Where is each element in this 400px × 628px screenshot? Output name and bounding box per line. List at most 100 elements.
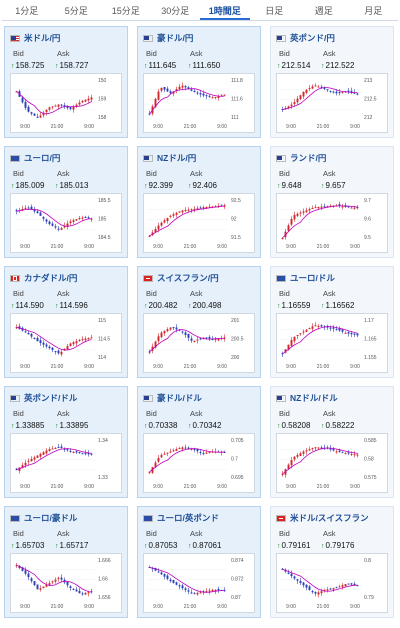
y-tick-label: 111.8 xyxy=(231,78,243,84)
ask-label: Ask xyxy=(57,49,70,58)
currency-card[interactable]: ユーロ/ドル Bid Ask ↑1.16559 ↑1.16562 1.17 1.165 1.1… xyxy=(270,266,394,378)
candle-body xyxy=(157,91,160,100)
currency-card[interactable]: 英ポンド/ドル Bid Ask ↑1.33885 ↑1.33895 1.34 1.33 9:0… xyxy=(4,386,128,498)
candle-body xyxy=(24,570,27,574)
ask-number: 1.33895 xyxy=(59,421,89,430)
ask-value: ↑200.498 xyxy=(188,301,221,310)
chart-grid xyxy=(147,568,228,591)
candlestick-chart[interactable]: 92.5 92 91.5 9:00 21:00 9:00 xyxy=(143,193,255,253)
candlestick-chart[interactable]: 185.5 185 184.5 9:00 21:00 9:00 xyxy=(10,193,122,253)
candlestick-chart[interactable]: 0.585 0.58 0.575 9:00 21:00 9:00 xyxy=(276,433,388,493)
pair-title-link[interactable]: NZドル/円 xyxy=(143,152,196,164)
tab-1[interactable]: 5分足 xyxy=(64,6,88,16)
y-tick-label: 159 xyxy=(98,97,107,103)
pair-title-link[interactable]: ユーロ/英ポンド xyxy=(143,512,219,524)
currency-card[interactable]: NZドル/ドル Bid Ask ↑0.58208 ↑0.58222 0.585 0.58 0.… xyxy=(270,386,394,498)
tab-4[interactable]: 1時間足 xyxy=(200,2,250,20)
moving-average-line xyxy=(16,564,92,593)
candle-body xyxy=(314,592,317,594)
pair-title-link[interactable]: 米ドル/円 xyxy=(10,32,60,44)
candlestick-chart[interactable]: 1.17 1.165 1.155 9:00 21:00 9:00 xyxy=(276,313,388,373)
candle-body xyxy=(314,207,317,209)
candlestick-chart[interactable]: 0.705 0.7 0.695 9:00 21:00 9:00 xyxy=(143,433,255,493)
candlestick-chart[interactable]: 1.666 1.66 1.656 9:00 21:00 9:00 xyxy=(10,553,122,613)
candle-body xyxy=(51,223,54,226)
candle-body xyxy=(338,204,341,206)
currency-card[interactable]: カナダドル/円 Bid Ask ↑114.590 ↑114.596 115 114.5 114… xyxy=(4,266,128,378)
chart-grid xyxy=(14,568,95,591)
candle-body xyxy=(178,448,181,450)
moving-average-line xyxy=(149,566,225,593)
currency-card[interactable]: 豪ドル/円 Bid Ask ↑111.645 ↑111.650 111.8 111.6 111… xyxy=(137,26,261,138)
y-tick-label: 200 xyxy=(231,355,240,361)
candle-body xyxy=(293,336,296,342)
bid-number: 0.58208 xyxy=(281,421,311,430)
tab-5[interactable]: 日足 xyxy=(265,6,284,16)
candlestick-chart[interactable]: 1.34 1.33 9:00 21:00 9:00 xyxy=(10,433,122,493)
currency-card[interactable]: 米ドル/円 Bid Ask ↑158.725 ↑158.727 150 159 158 9:00… xyxy=(4,26,128,138)
candle-body xyxy=(169,91,172,94)
ask-value: ↑92.406 xyxy=(188,181,217,190)
ask-number: 114.596 xyxy=(59,301,88,310)
candlestick-chart[interactable]: 0.8 0.79 9:00 21:00 9:00 xyxy=(276,553,388,613)
tab-0[interactable]: 1分足 xyxy=(15,6,39,16)
candle-body xyxy=(317,206,320,209)
currency-card[interactable]: 豪ドル/ドル Bid Ask ↑0.70338 ↑0.70342 0.705 0.7 0.69… xyxy=(137,386,261,498)
up-arrow-icon: ↑ xyxy=(321,63,325,70)
pair-title-link[interactable]: NZドル/ドル xyxy=(276,392,338,404)
currency-card[interactable]: スイスフラン/円 Bid Ask ↑200.482 ↑200.498 201 200.5 20… xyxy=(137,266,261,378)
candle-body xyxy=(193,208,196,211)
tab-7[interactable]: 月足 xyxy=(364,6,383,16)
candle-body xyxy=(208,590,211,592)
pair-title-link[interactable]: 英ポンド/円 xyxy=(276,32,335,44)
bid-label: Bid xyxy=(146,529,157,538)
pair-title-link[interactable]: 英ポンド/ドル xyxy=(10,392,77,404)
pair-title-link[interactable]: 豪ドル/ドル xyxy=(143,392,202,404)
y-tick-label: 111.6 xyxy=(231,97,243,103)
pair-title-link[interactable]: ユーロ/豪ドル xyxy=(10,512,77,524)
candlestick-chart[interactable]: 150 159 158 9:00 21:00 9:00 xyxy=(10,73,122,133)
moving-average-line xyxy=(282,326,358,355)
currency-card[interactable]: ユーロ/豪ドル Bid Ask ↑1.65703 ↑1.65717 1.666 1.66 1.… xyxy=(4,506,128,618)
candle-body xyxy=(27,106,30,112)
tab-2[interactable]: 15分足 xyxy=(111,6,140,16)
currency-card[interactable]: ランド/円 Bid Ask ↑9.648 ↑9.657 9.7 9.6 9.5 9:00 21:0… xyxy=(270,146,394,258)
candlestick-chart[interactable]: 9.7 9.6 9.5 9:00 21:00 9:00 xyxy=(276,193,388,253)
pair-title-link[interactable]: 米ドル/スイスフラン xyxy=(276,512,369,524)
ask-label: Ask xyxy=(323,529,336,538)
candlestick-chart[interactable]: 213 212.5 212 9:00 21:00 9:00 xyxy=(276,73,388,133)
candle-body xyxy=(178,86,181,90)
pair-title-link[interactable]: スイスフラン/円 xyxy=(143,272,219,284)
candlestick-chart[interactable]: 115 114.5 114 9:00 21:00 9:00 xyxy=(10,313,122,373)
tab-6[interactable]: 週足 xyxy=(314,6,333,16)
ask-value: ↑9.657 xyxy=(321,181,346,190)
up-arrow-icon: ↑ xyxy=(55,303,59,310)
chart-grid xyxy=(280,88,361,111)
x-tick-label: 9:00 xyxy=(286,364,296,370)
pair-title-link[interactable]: ユーロ/ドル xyxy=(276,272,335,284)
y-tick-label: 184.5 xyxy=(98,235,111,241)
candle-body xyxy=(305,210,308,213)
flag-icon xyxy=(276,154,286,162)
candle-body xyxy=(287,106,290,109)
pair-title-link[interactable]: ユーロ/円 xyxy=(10,152,60,164)
currency-card[interactable]: ユーロ/英ポンド Bid Ask ↑0.87053 ↑0.87061 0.874 0.872… xyxy=(137,506,261,618)
currency-card[interactable]: 英ポンド/円 Bid Ask ↑212.514 ↑212.522 213 212.5 212 9… xyxy=(270,26,394,138)
flag-icon xyxy=(10,514,20,522)
currency-card[interactable]: 米ドル/スイスフラン Bid Ask ↑0.79161 ↑0.79176 0.8 0.79 9… xyxy=(270,506,394,618)
candle-body xyxy=(299,95,302,100)
currency-card[interactable]: ユーロ/円 Bid Ask ↑185.009 ↑185.013 185.5 185 184.5… xyxy=(4,146,128,258)
currency-card[interactable]: NZドル/円 Bid Ask ↑92.399 ↑92.406 92.5 92 91.5 9:00… xyxy=(137,146,261,258)
chart-grid xyxy=(280,568,361,591)
candle-body xyxy=(148,113,151,115)
pair-title-link[interactable]: 豪ドル/円 xyxy=(143,32,193,44)
chart-grid xyxy=(14,448,95,471)
candlestick-chart[interactable]: 201 200.5 200 9:00 21:00 9:00 xyxy=(143,313,255,373)
pair-title-link[interactable]: カナダドル/円 xyxy=(10,272,77,284)
chart-grid xyxy=(14,328,95,351)
pair-title-link[interactable]: ランド/円 xyxy=(276,152,326,164)
candlestick-chart[interactable]: 0.874 0.872 0.87 9:00 21:00 9:00 xyxy=(143,553,255,613)
tab-3[interactable]: 30分足 xyxy=(161,6,190,16)
candlestick-chart[interactable]: 111.8 111.6 111 9:00 21:00 9:00 xyxy=(143,73,255,133)
candle-body xyxy=(190,89,193,91)
